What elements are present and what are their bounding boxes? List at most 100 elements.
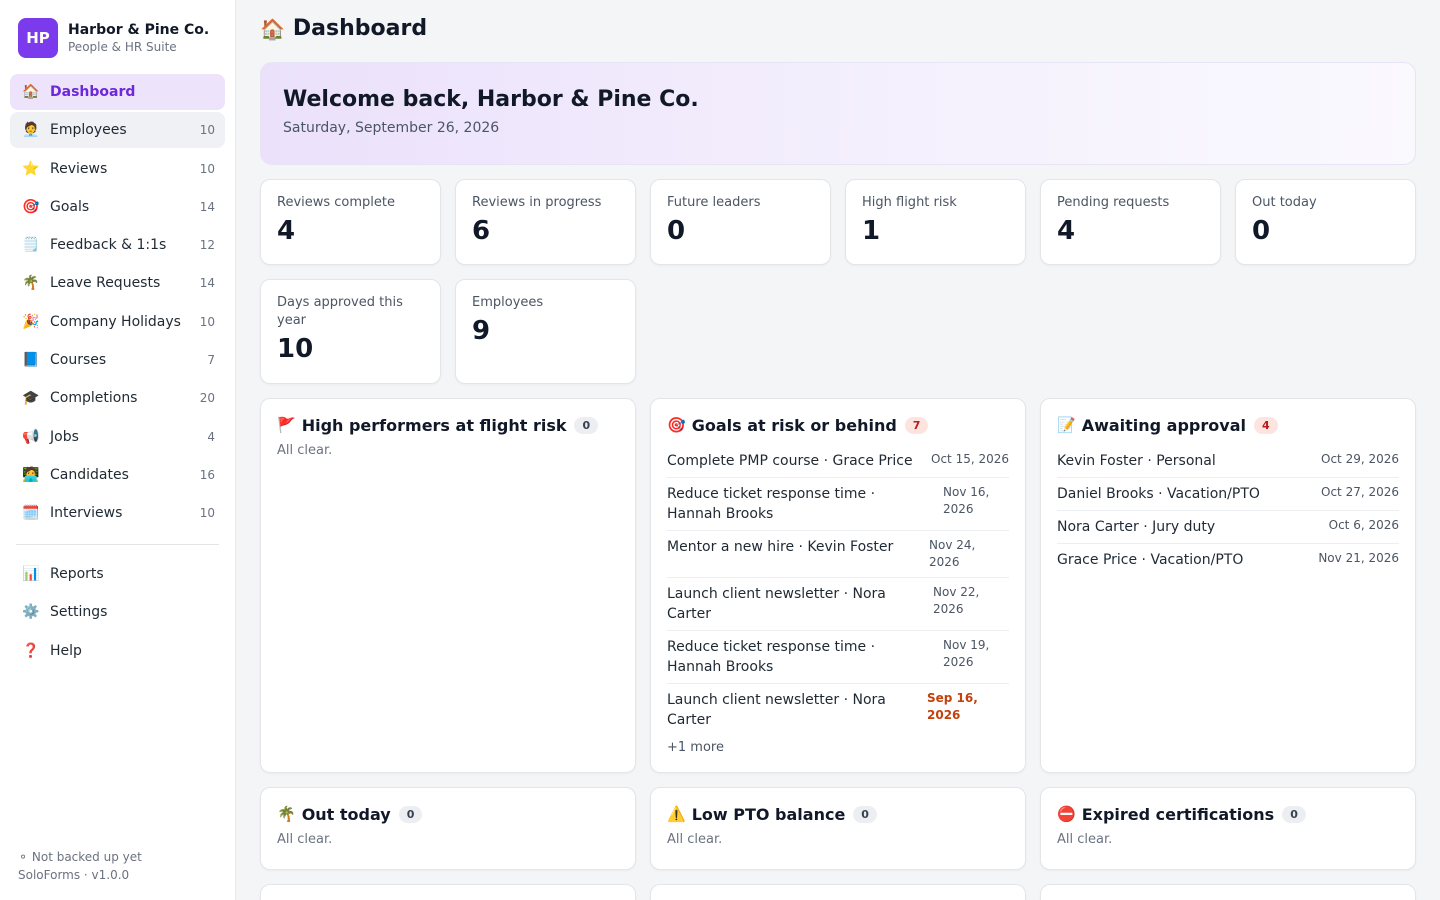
party-icon: 🎉 xyxy=(22,313,40,330)
sidebar-item-count: 10 xyxy=(199,123,215,138)
sidebar-item-employees[interactable]: 🧑‍💼 Employees 10 xyxy=(10,112,225,149)
stat-reviews-in-progress[interactable]: Reviews in progress 6 xyxy=(455,179,636,265)
goal-text: Launch client newsletter · Nora Carter xyxy=(667,586,886,622)
stat-employees[interactable]: Employees 9 xyxy=(455,279,636,384)
sidebar-footer: ⚬ Not backed up yet SoloForms · v1.0.0 xyxy=(18,848,142,884)
request-date: Oct 29, 2026 xyxy=(1321,452,1399,466)
sidebar: HP Harbor & Pine Co. People & HR Suite 🏠… xyxy=(0,0,236,900)
employee-icon: 🧑‍💼 xyxy=(22,122,40,139)
book-icon: 📘 xyxy=(22,352,40,369)
goal-text: Mentor a new hire · Kevin Foster xyxy=(667,539,894,555)
page-title: 🏠 Dashboard xyxy=(260,16,427,41)
sidebar-item-candidates[interactable]: 🧑‍💻 Candidates 16 xyxy=(10,457,225,493)
flag-icon: 🚩 xyxy=(277,416,296,434)
card-title: Awaiting approval xyxy=(1081,415,1246,435)
sidebar-item-label: Leave Requests xyxy=(50,275,161,292)
palm-tree-icon: 🌴 xyxy=(277,805,296,823)
stat-label: Out today xyxy=(1252,195,1317,210)
sidebar-item-company-holidays[interactable]: 🎉 Company Holidays 10 xyxy=(10,304,225,340)
goal-text: Reduce ticket response time · Hannah Bro… xyxy=(667,639,876,675)
request-date: Oct 6, 2026 xyxy=(1328,518,1399,532)
sidebar-item-settings[interactable]: ⚙️ Settings xyxy=(10,594,225,630)
list-item[interactable]: Launch client newsletter · Nora Carter S… xyxy=(667,684,1009,736)
sidebar-item-count: 12 xyxy=(199,238,215,253)
stat-label: Pending requests xyxy=(1057,195,1170,210)
goal-date: Nov 22, 2026 xyxy=(933,585,980,616)
sidebar-item-label: Employees xyxy=(50,122,127,139)
stat-label: High flight risk xyxy=(862,195,957,210)
stat-value: 1 xyxy=(862,216,881,246)
sidebar-item-help[interactable]: ❓ Help xyxy=(10,633,225,669)
goal-text: Complete PMP course · Grace Price xyxy=(667,453,913,469)
card-flight-risk: 🚩 High performers at flight risk 0 All c… xyxy=(260,398,636,773)
list-item[interactable]: Reduce ticket response time · Hannah Bro… xyxy=(667,631,1009,684)
card-out-today: 🌴 Out today 0 All clear. xyxy=(260,787,636,870)
card-expired-certifications: ⛔ Expired certifications 0 All clear. xyxy=(1040,787,1416,870)
stat-label: Future leaders xyxy=(667,195,761,210)
list-item[interactable]: Kevin Foster · Personal Oct 29, 2026 xyxy=(1057,445,1399,478)
sidebar-item-feedback[interactable]: 🗒️ Feedback & 1:1s 12 xyxy=(10,227,225,263)
page-title-text: Dashboard xyxy=(292,16,428,41)
stat-value: 10 xyxy=(277,334,314,364)
stat-value: 6 xyxy=(472,216,491,246)
stat-out-today[interactable]: Out today 0 xyxy=(1235,179,1416,265)
sidebar-item-label: Completions xyxy=(50,390,138,407)
brand[interactable]: HP Harbor & Pine Co. People & HR Suite xyxy=(18,18,209,58)
count-badge: 0 xyxy=(398,805,423,823)
count-badge: 0 xyxy=(853,805,877,823)
sidebar-item-label: Help xyxy=(50,642,82,659)
empty-state: All clear. xyxy=(277,443,333,458)
stat-value: 9 xyxy=(472,316,491,346)
sidebar-item-label: Candidates xyxy=(50,466,129,483)
list-item[interactable]: Launch client newsletter · Nora Carter N… xyxy=(667,578,1009,631)
stat-label: Days approved this year xyxy=(277,295,403,328)
list-item[interactable]: Daniel Brooks · Vacation/PTO Oct 27, 202… xyxy=(1057,478,1399,511)
goal-date: Nov 24, 2026 xyxy=(929,538,976,569)
home-icon: 🏠 xyxy=(22,84,40,100)
sidebar-item-count: 16 xyxy=(199,467,215,482)
sidebar-item-count: 20 xyxy=(199,391,215,406)
sidebar-item-label: Interviews xyxy=(50,505,123,522)
card-title: Goals at risk or behind xyxy=(691,415,897,435)
count-badge: 0 xyxy=(1282,805,1306,823)
stat-days-approved[interactable]: Days approved this year 10 xyxy=(260,279,441,384)
card-goals-at-risk: 🎯 Goals at risk or behind 7 Complete PMP… xyxy=(650,398,1026,773)
sidebar-item-courses[interactable]: 📘 Courses 7 xyxy=(10,342,225,378)
stat-label: Employees xyxy=(472,295,544,310)
stat-high-flight-risk[interactable]: High flight risk 1 xyxy=(845,179,1026,265)
list-item[interactable]: Reduce ticket response time · Hannah Bro… xyxy=(667,478,1009,531)
goal-text: Launch client newsletter · Nora Carter xyxy=(667,692,886,728)
list-item[interactable]: Grace Price · Vacation/PTO Nov 21, 2026 xyxy=(1057,544,1399,576)
card-title: Out today xyxy=(301,804,391,824)
list-item[interactable]: Complete PMP course · Grace Price Oct 15… xyxy=(667,445,1009,478)
card-next-row-3 xyxy=(1040,884,1416,900)
sidebar-item-count: 4 xyxy=(207,429,215,444)
request-date: Oct 27, 2026 xyxy=(1321,485,1399,499)
stat-reviews-complete[interactable]: Reviews complete 4 xyxy=(260,179,441,265)
target-icon: 🎯 xyxy=(667,416,686,434)
list-item[interactable]: Mentor a new hire · Kevin Foster Nov 24,… xyxy=(667,531,1009,578)
stat-label: Reviews complete xyxy=(277,195,396,210)
main-nav: 🏠 Dashboard 🧑‍💼 Employees 10 ⭐ Reviews 1… xyxy=(10,74,225,534)
count-badge: 7 xyxy=(904,416,929,434)
sidebar-item-interviews[interactable]: 🗓️ Interviews 10 xyxy=(10,495,225,531)
sidebar-item-reviews[interactable]: ⭐ Reviews 10 xyxy=(10,151,225,187)
sidebar-item-completions[interactable]: 🎓 Completions 20 xyxy=(10,380,225,416)
sidebar-item-jobs[interactable]: 📢 Jobs 4 xyxy=(10,419,225,455)
sidebar-item-goals[interactable]: 🎯 Goals 14 xyxy=(10,189,225,225)
sidebar-item-reports[interactable]: 📊 Reports xyxy=(10,556,225,592)
sidebar-item-label: Goals xyxy=(50,198,90,215)
more-link[interactable]: +1 more xyxy=(667,740,724,755)
sidebar-item-leave-requests[interactable]: 🌴 Leave Requests 14 xyxy=(10,265,225,301)
notepad-icon: 🗒️ xyxy=(22,237,40,254)
home-icon: 🏠 xyxy=(260,16,285,41)
bar-chart-icon: 📊 xyxy=(22,566,40,582)
stat-value: 0 xyxy=(1252,216,1271,246)
sidebar-item-label: Courses xyxy=(50,352,107,369)
list-item[interactable]: Nora Carter · Jury duty Oct 6, 2026 xyxy=(1057,511,1399,544)
sidebar-item-dashboard[interactable]: 🏠 Dashboard xyxy=(10,74,225,110)
goal-text: Reduce ticket response time · Hannah Bro… xyxy=(667,486,876,522)
request-text: Grace Price · Vacation/PTO xyxy=(1057,552,1244,568)
stat-future-leaders[interactable]: Future leaders 0 xyxy=(650,179,831,265)
stat-pending-requests[interactable]: Pending requests 4 xyxy=(1040,179,1221,265)
